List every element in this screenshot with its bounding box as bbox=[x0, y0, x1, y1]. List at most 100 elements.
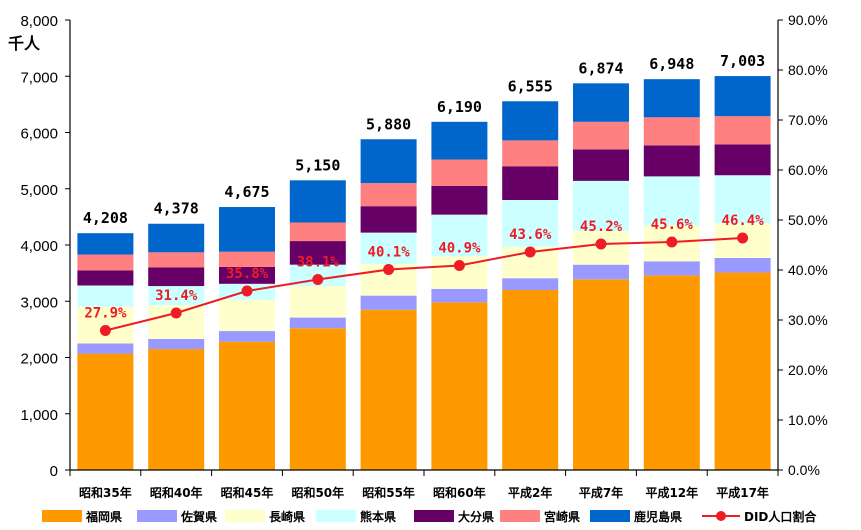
bar-segment bbox=[289, 241, 346, 265]
bar-total-label: 7,003 bbox=[720, 52, 765, 70]
did-ratio-line bbox=[105, 237, 743, 332]
x-tick-label: 昭和50年 bbox=[291, 485, 344, 500]
bar-total-label: 4,208 bbox=[83, 209, 128, 227]
y2-tick-label: 80.0% bbox=[788, 62, 828, 78]
bar-segment bbox=[431, 121, 488, 160]
bar-segment bbox=[573, 121, 629, 150]
did-ratio-label: 40.9% bbox=[438, 241, 481, 257]
bar-segment bbox=[77, 343, 134, 354]
bar-total-label: 4,378 bbox=[154, 200, 199, 218]
legend-label: 宮崎県 bbox=[544, 509, 580, 524]
bar-segment bbox=[643, 261, 700, 276]
bar-total-label: 6,874 bbox=[578, 59, 623, 77]
bar-segment bbox=[360, 183, 417, 207]
bar-segment bbox=[289, 222, 346, 242]
did-ratio-point bbox=[99, 325, 111, 336]
y2-tick-label: 0.0% bbox=[788, 462, 820, 478]
bar-segment bbox=[219, 207, 275, 252]
y-tick-label: 5,000 bbox=[20, 182, 58, 199]
bar-segment bbox=[289, 180, 346, 223]
bar-segment bbox=[431, 302, 488, 470]
did-ratio-label: 35.8% bbox=[226, 266, 269, 282]
bar-segment bbox=[714, 257, 771, 273]
bar-segment bbox=[219, 331, 275, 342]
bar-segment bbox=[573, 180, 629, 231]
did-ratio-label: 31.4% bbox=[155, 288, 198, 304]
y-tick-label: 1,000 bbox=[20, 407, 58, 424]
bar-total-label: 6,948 bbox=[649, 55, 694, 73]
bar-segment bbox=[148, 267, 205, 287]
did-ratio-point bbox=[383, 264, 395, 275]
x-tick-label: 平成2年 bbox=[508, 485, 552, 500]
bar-segment bbox=[360, 139, 417, 184]
legend-label: 鹿児島県 bbox=[634, 509, 682, 524]
bar-segment bbox=[502, 101, 559, 141]
x-tick-label: 平成7年 bbox=[579, 485, 623, 500]
y-axis-unit-label: 千人 bbox=[8, 34, 41, 53]
bar-segment bbox=[289, 317, 346, 329]
bar-segment bbox=[219, 299, 275, 332]
bar-segment bbox=[148, 223, 205, 253]
y2-tick-label: 10.0% bbox=[788, 412, 828, 428]
y-tick-label: 6,000 bbox=[20, 126, 58, 143]
y2-tick-label: 90.0% bbox=[788, 12, 828, 28]
did-ratio-label: 40.1% bbox=[368, 245, 411, 261]
did-ratio-label: 45.6% bbox=[651, 217, 694, 233]
y2-tick-label: 70.0% bbox=[788, 112, 828, 128]
legend-label: 熊本県 bbox=[360, 509, 396, 524]
y-tick-label: 4,000 bbox=[20, 238, 58, 255]
bar-segment bbox=[148, 349, 205, 470]
did-ratio-point bbox=[170, 307, 182, 319]
bar-segment bbox=[360, 309, 417, 470]
y-tick-label: 0 bbox=[50, 463, 58, 480]
bar-total-label: 5,880 bbox=[366, 115, 411, 133]
y-tick-label: 8,000 bbox=[20, 13, 58, 30]
bar-segment bbox=[148, 338, 205, 350]
bar-segment bbox=[219, 266, 275, 284]
bar-segment bbox=[573, 279, 629, 470]
legend-swatch bbox=[590, 510, 630, 522]
did-ratio-point bbox=[666, 236, 678, 248]
bar-segment bbox=[502, 278, 559, 290]
bar-segment bbox=[77, 233, 134, 255]
did-ratio-label: 45.2% bbox=[580, 219, 623, 235]
bar-segment bbox=[360, 206, 417, 233]
bar-segment bbox=[360, 295, 417, 310]
did-ratio-point bbox=[595, 238, 607, 250]
did-ratio-point bbox=[241, 285, 253, 297]
legend-swatch bbox=[414, 510, 454, 522]
y-tick-label: 7,000 bbox=[20, 69, 58, 86]
bar-total-label: 5,150 bbox=[295, 156, 340, 174]
legend-line-marker bbox=[716, 511, 726, 521]
bar-segment bbox=[148, 286, 205, 306]
legend-swatch bbox=[42, 510, 82, 522]
y2-tick-label: 30.0% bbox=[788, 312, 828, 328]
bar-segment bbox=[77, 353, 134, 470]
legend-swatch bbox=[316, 510, 356, 522]
bar-segment bbox=[643, 117, 700, 146]
x-tick-label: 昭和35年 bbox=[79, 485, 132, 500]
bar-segment bbox=[714, 144, 771, 176]
bar-segment bbox=[431, 159, 488, 186]
bar-segment bbox=[643, 145, 700, 177]
did-ratio-label: 38.1% bbox=[297, 255, 340, 271]
did-ratio-point bbox=[453, 260, 465, 271]
legend: 福岡県 佐賀県 長崎県 熊本県 大分県 宮崎県 鹿児島県 DID人口割合 bbox=[42, 509, 817, 524]
bar-segment bbox=[714, 175, 771, 224]
plot-area: 4,208 昭和35年 4,378 昭和40年 4,675 昭和45年 5,150 昭和50年… bbox=[20, 12, 827, 500]
bar-total-label: 6,555 bbox=[508, 77, 553, 95]
legend-label: DID人口割合 bbox=[744, 509, 817, 524]
x-tick-label: 昭和55年 bbox=[362, 485, 415, 500]
x-tick-label: 昭和40年 bbox=[150, 485, 203, 500]
x-tick-label: 昭和60年 bbox=[433, 485, 486, 500]
bar-segment bbox=[502, 166, 559, 200]
bar-segment bbox=[289, 328, 346, 470]
did-ratio-label: 27.9% bbox=[84, 306, 127, 322]
bar-segment bbox=[431, 214, 488, 257]
bar-segment bbox=[643, 176, 700, 226]
bar-segment bbox=[643, 79, 700, 118]
bar-segment bbox=[77, 254, 134, 271]
did-ratio-point bbox=[737, 232, 749, 244]
y-tick-label: 2,000 bbox=[20, 351, 58, 368]
